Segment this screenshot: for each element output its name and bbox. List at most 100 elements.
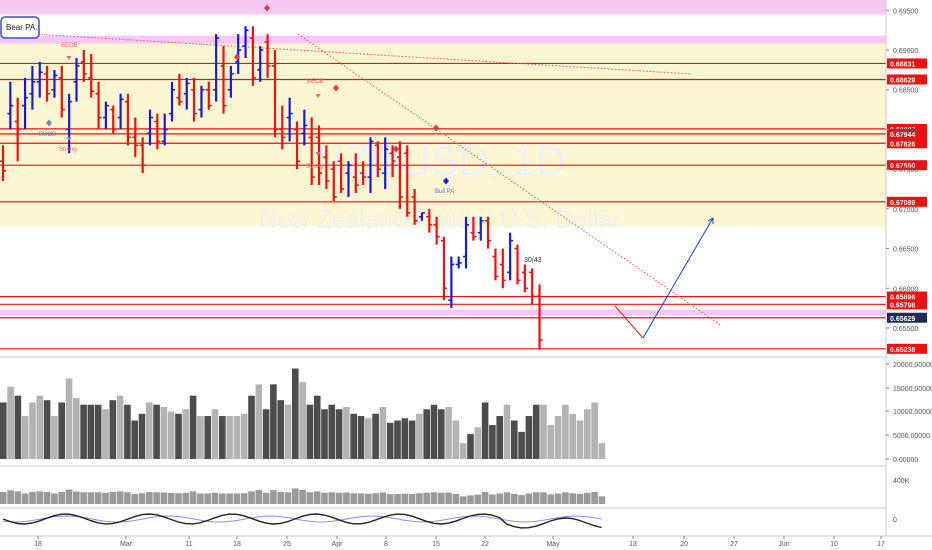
price-tag-label: 0.65629: [890, 316, 915, 323]
price-tick-label: 0.66000: [893, 286, 918, 293]
indicator-bar: [175, 493, 182, 504]
price-tick-label: 0.65500: [893, 326, 918, 333]
volume-bar: [240, 413, 248, 459]
indicator-bar: [219, 493, 226, 504]
oscillator-line: [2, 513, 602, 529]
indicator-bar: [262, 492, 270, 504]
volume-bar: [423, 409, 430, 459]
volume-bar: [584, 409, 591, 459]
volume-bar: [386, 422, 394, 459]
volume-bar: [350, 413, 357, 459]
time-tick-label: 15: [432, 541, 440, 548]
time-tick-label: 18: [233, 541, 241, 548]
volume-bar: [94, 404, 102, 459]
volume-bar: [116, 395, 124, 459]
price-tag: [887, 299, 927, 310]
indicator-bar: [496, 493, 503, 504]
price-tag: [887, 312, 927, 323]
indicator-bar: [357, 493, 365, 504]
volume-bar: [540, 404, 547, 459]
indicator-bar: [7, 490, 14, 504]
indicator2-tick-label: 400K: [893, 478, 910, 485]
volume-bar: [182, 409, 190, 459]
indicator-bar: [124, 492, 131, 504]
price-tick-label: 0.68000: [893, 127, 918, 134]
indicator-bar: [116, 491, 124, 504]
price-tick-label: 0.69500: [893, 8, 918, 15]
volume-bar: [138, 413, 146, 459]
indicator-bar: [233, 493, 241, 504]
indicator-bar: [204, 493, 211, 504]
indicator-bar: [138, 493, 146, 504]
indicator-bar: [386, 494, 394, 504]
indicator-bar: [408, 493, 416, 504]
indicator-bar: [584, 492, 591, 504]
volume-bar: [343, 406, 350, 459]
time-tick-label: Apr: [332, 541, 344, 548]
zone-band: [0, 43, 886, 227]
volume-bar: [189, 395, 197, 459]
indicator-bar: [255, 490, 263, 504]
indicator-bar: [379, 492, 387, 504]
volume-bar: [277, 400, 284, 459]
anno-buob: BUOB: [39, 132, 56, 138]
volume-bar: [36, 395, 44, 459]
price-tag-label: 0.67944: [890, 132, 915, 139]
price-tick-label: 0.68500: [893, 88, 918, 95]
volume-bar: [591, 402, 598, 459]
indicator-bar: [248, 491, 255, 504]
time-tick-label: Mar: [120, 541, 133, 548]
indicator-bar: [189, 491, 197, 504]
annotations: Bear PA. BEOB BUOB Strong BEOB Strong Bu…: [0, 4, 542, 264]
indicator3-tick-label: 0: [893, 517, 897, 524]
price-tag: [887, 58, 927, 69]
zone-band: [0, 309, 886, 316]
zone-band: [0, 0, 886, 15]
volume-bar: [511, 420, 518, 459]
price-tag-label: 0.65896: [890, 295, 915, 302]
volume-bar: [153, 404, 160, 459]
indicator-bar: [576, 493, 584, 504]
volume-tick-label: 5000.00000: [893, 433, 930, 440]
indicator-bar: [153, 492, 160, 504]
price-tick-label: 0.69000: [893, 48, 918, 55]
volume-bar: [438, 409, 445, 459]
volume-bar: [489, 425, 496, 459]
volume-bar: [408, 420, 416, 459]
volume-bar: [357, 416, 365, 459]
volume-bar: [262, 409, 270, 459]
trendline-upper: [0, 31, 693, 75]
volume-bar: [284, 404, 292, 459]
indicator-bar: [29, 492, 36, 504]
indicator-bar: [146, 492, 153, 504]
volume-bar: [7, 386, 14, 459]
volume-bar: [503, 404, 511, 459]
arrow-down-icon: [315, 94, 321, 98]
anno-strong-2: Strong: [306, 164, 324, 170]
indicator-bar: [372, 493, 379, 504]
volume-bar: [299, 382, 306, 459]
indicator-bar: [14, 491, 22, 504]
indicator-bar: [438, 492, 445, 504]
price-tag-label: 0.68831: [890, 61, 915, 68]
volume-bar: [29, 402, 36, 459]
volume-pane: [0, 356, 886, 459]
indicator-bar: [94, 492, 102, 504]
indicator-bar: [277, 491, 284, 504]
watermark-symbol: NZDUSD, 1D: [314, 137, 566, 184]
price-tag-label: 0.67550: [890, 163, 915, 170]
indicator-bar: [197, 493, 204, 504]
zone-band: [0, 35, 886, 44]
indicator-bar: [562, 492, 569, 504]
indicator-bar: [416, 493, 423, 504]
price-tag-label: 0.67089: [890, 200, 915, 207]
indicator-bar: [270, 490, 277, 504]
indicator-bar: [547, 494, 555, 504]
price-tick-label: 0.67000: [893, 207, 918, 214]
volume-bar: [335, 409, 343, 459]
bear-pa-badge[interactable]: [0, 16, 40, 39]
volume-bar: [211, 409, 219, 459]
volume-bar: [598, 443, 606, 459]
indicator-bar: [335, 492, 343, 504]
